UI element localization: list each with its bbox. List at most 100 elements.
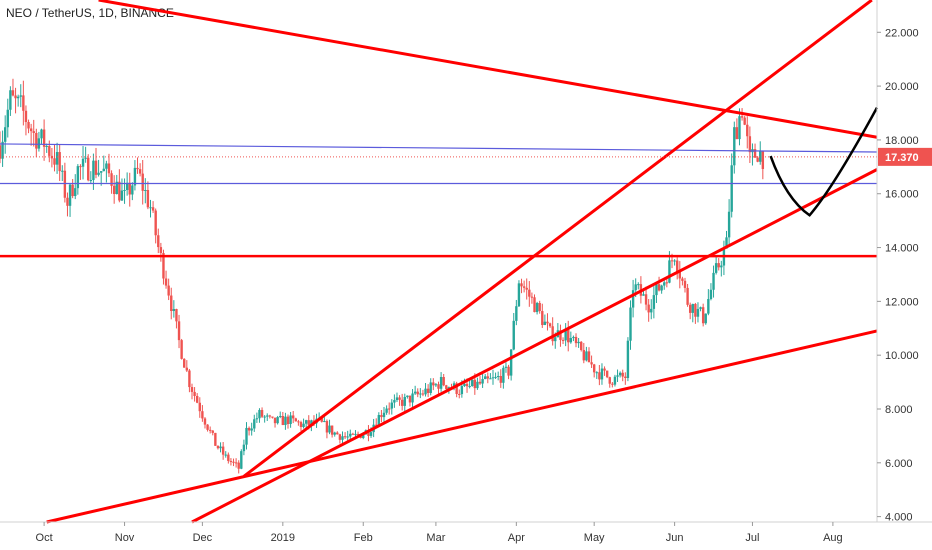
candle-body [63, 170, 67, 198]
candle-body [323, 421, 326, 423]
candle-body [79, 166, 82, 168]
candle-body [58, 152, 61, 172]
candle-body [494, 376, 497, 378]
candle-body [471, 379, 474, 387]
candle-body [40, 129, 43, 139]
candle-body [11, 90, 15, 96]
candle-body [27, 122, 30, 129]
candle-body [605, 370, 609, 378]
candle-body [502, 367, 505, 383]
candle-body [304, 420, 308, 424]
candle-body [701, 307, 705, 324]
candle-body [227, 454, 230, 461]
candle-body [146, 189, 150, 208]
candle-body [504, 366, 508, 368]
candle-body [445, 385, 448, 390]
candle-body [634, 284, 637, 291]
candle-body [720, 265, 723, 268]
candle-body [577, 341, 580, 344]
candle-body [496, 375, 500, 377]
candle-body [183, 358, 186, 368]
x-tick-label: Aug [823, 532, 843, 544]
candle-body [112, 185, 116, 195]
candle-body [727, 211, 731, 238]
candle-body [276, 417, 279, 424]
candle-body [429, 382, 432, 393]
candle-body [411, 393, 414, 403]
candle-body [603, 368, 606, 371]
candle-body [621, 372, 624, 377]
price-tag-box [878, 147, 932, 166]
candle-body [341, 436, 344, 440]
candle-body [572, 336, 575, 339]
candle-body [136, 167, 139, 170]
candle-body [746, 124, 749, 137]
candle-body [22, 95, 25, 111]
candle-body [574, 336, 578, 344]
candle-body [333, 432, 336, 435]
candle-body [133, 167, 137, 186]
candle-body [263, 416, 266, 418]
candle-body [730, 165, 733, 212]
candle-body [195, 395, 199, 403]
candle-body [266, 415, 269, 417]
candle-body [81, 158, 85, 167]
candle-body [709, 289, 713, 300]
candle-body [717, 263, 720, 268]
candle-body [144, 189, 147, 191]
candle-body [6, 109, 9, 128]
y-tick-label: 14.000 [885, 243, 919, 255]
candle-body [1, 141, 4, 159]
candle-body [683, 280, 687, 288]
candle-body [699, 307, 702, 309]
candle-body [455, 383, 458, 394]
y-tick-label: 22.000 [885, 27, 919, 39]
candle-body [395, 397, 399, 401]
candle-body [299, 422, 303, 428]
candle-body [486, 376, 489, 379]
candle-body [102, 168, 105, 172]
candle-body [561, 339, 565, 341]
candle-body [180, 340, 183, 359]
candle-body [590, 362, 593, 365]
x-tick-label: Jun [666, 532, 684, 544]
candle-body [738, 116, 741, 140]
candle-body [473, 379, 477, 389]
candle-body [668, 260, 671, 283]
candle-body [398, 397, 401, 400]
candle-body [419, 393, 422, 395]
candle-body [624, 376, 627, 378]
candle-body [250, 428, 253, 431]
candle-body [138, 169, 142, 174]
candle-body [491, 377, 495, 379]
candle-body [255, 418, 259, 420]
candle-body [382, 412, 386, 418]
candle-body [434, 384, 438, 386]
candle-body [19, 95, 22, 97]
candle-body [170, 295, 173, 312]
candle-body [0, 145, 2, 159]
candle-body [525, 287, 528, 290]
candle-body [585, 351, 588, 361]
x-tick-label: Apr [508, 532, 525, 544]
candle-body [48, 145, 51, 156]
candle-body [663, 282, 666, 286]
candle-body [71, 184, 74, 197]
candle-body [595, 372, 598, 374]
candle-body [206, 424, 209, 430]
candle-body [476, 381, 479, 389]
trendline [191, 168, 878, 524]
candle-body [291, 415, 295, 419]
candle-body [338, 434, 342, 440]
candle-body [580, 341, 583, 351]
candle-body [748, 136, 752, 153]
trendline [242, 0, 873, 478]
candle-body [201, 411, 204, 419]
candle-body [707, 299, 710, 314]
candle-body [761, 151, 765, 170]
candle-body [463, 383, 466, 387]
candle-body [484, 376, 487, 380]
candle-body [413, 391, 417, 394]
price-axis: 4.000 6.000 8.000 10.000 12.000 14.000 16.000 1… [876, 0, 919, 524]
